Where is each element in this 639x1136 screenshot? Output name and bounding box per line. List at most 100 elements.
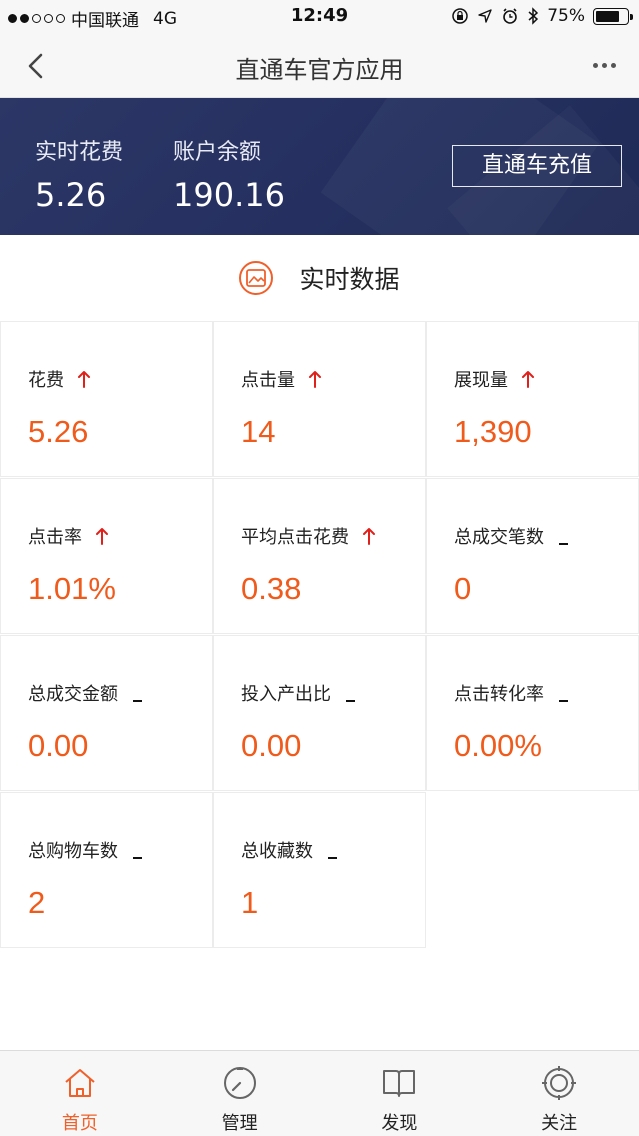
book-icon	[383, 1070, 416, 1097]
metric-label-row: 总购物车数	[28, 837, 146, 863]
metric-label-row: 展现量	[454, 366, 536, 392]
home-icon	[65, 1069, 95, 1097]
metric-cell[interactable]: 总成交笔数 0	[426, 478, 639, 634]
trend-up-arrow-icon	[309, 371, 321, 388]
status-left: 中国联通 4G	[8, 6, 177, 31]
recharge-button[interactable]: 直通车充值	[452, 145, 622, 187]
realtime-cost-value: 5.26	[35, 176, 107, 214]
chart-image-icon	[239, 261, 274, 295]
target-icon	[542, 1066, 577, 1100]
trend-flat-icon	[328, 857, 337, 859]
metric-value: 0.38	[241, 571, 302, 606]
more-button[interactable]	[587, 48, 621, 82]
more-dot-icon	[601, 62, 607, 68]
tab-discover[interactable]: 发现	[320, 1051, 480, 1136]
more-dot-icon	[592, 62, 598, 68]
trend-up-arrow-icon	[363, 528, 375, 545]
metric-label-row: 点击率	[28, 523, 110, 549]
signal-strength-icon	[8, 14, 65, 23]
metric-label-row: 总成交笔数	[454, 523, 572, 549]
alarm-icon	[503, 8, 518, 24]
tab-label: 首页	[61, 1113, 98, 1134]
metric-cell[interactable]: 展现量 1,390	[426, 321, 639, 477]
metric-label: 花费	[28, 370, 64, 391]
metric-label-row: 点击转化率	[454, 680, 572, 706]
metric-value: 2	[28, 885, 46, 920]
metric-label-row: 总收藏数	[241, 837, 341, 863]
metric-label: 平均点击花费	[241, 527, 349, 548]
page-title: 直通车官方应用	[235, 56, 404, 84]
tab-label: 发现	[381, 1113, 418, 1134]
metric-label-row: 总成交金额	[28, 680, 146, 706]
metric-value: 5.26	[28, 414, 89, 449]
metric-label: 总购物车数	[28, 841, 118, 862]
carrier-name: 中国联通	[71, 11, 139, 31]
balance-stat: 账户余额 190.16	[173, 134, 285, 214]
trend-flat-icon	[133, 857, 142, 859]
tab-manage[interactable]: 管理	[160, 1051, 320, 1136]
metric-cell[interactable]: 点击率 1.01%	[0, 478, 213, 634]
tab-follow[interactable]: 关注	[479, 1051, 639, 1136]
metric-label: 投入产出比	[241, 684, 331, 705]
network-type: 4G	[153, 8, 177, 29]
trend-up-arrow-icon	[522, 371, 534, 388]
realtime-cost-stat: 实时花费 5.26	[35, 134, 123, 214]
trend-flat-icon	[559, 543, 568, 545]
tab-bar: 首页 管理 发现 关注	[0, 1050, 639, 1136]
trend-flat-icon	[559, 700, 568, 702]
tab-home[interactable]: 首页	[0, 1051, 160, 1136]
chevron-left-icon	[28, 53, 43, 79]
metric-cell[interactable]: 总收藏数 1	[213, 792, 426, 948]
metric-label: 总收藏数	[241, 841, 313, 862]
metric-value: 1,390	[454, 414, 532, 449]
metric-cell[interactable]: 平均点击花费 0.38	[213, 478, 426, 634]
metric-cell[interactable]: 总成交金额 0.00	[0, 635, 213, 791]
battery-percent: 75%	[547, 6, 585, 26]
metric-value: 0.00	[241, 728, 302, 763]
metric-value: 1	[241, 885, 259, 920]
metric-value: 14	[241, 414, 276, 449]
trend-flat-icon	[133, 700, 142, 702]
tab-label: 管理	[221, 1113, 258, 1134]
metric-label: 展现量	[454, 370, 508, 391]
navigation-bar: 直通车官方应用	[0, 34, 639, 98]
status-right: 75%	[451, 6, 633, 26]
metric-cell[interactable]: 花费 5.26	[0, 321, 213, 477]
trend-up-arrow-icon	[78, 371, 90, 388]
metric-cell[interactable]: 总购物车数 2	[0, 792, 213, 948]
account-banner: 实时花费 5.26 账户余额 190.16 直通车充值	[0, 98, 639, 235]
section-header: 实时数据	[0, 235, 639, 321]
metric-cell[interactable]: 点击量 14	[213, 321, 426, 477]
trend-flat-icon	[346, 700, 355, 702]
balance-label: 账户余额	[173, 140, 262, 165]
metric-cell[interactable]: 点击转化率 0.00%	[426, 635, 639, 791]
metric-label: 总成交笔数	[454, 527, 544, 548]
metric-value: 0.00	[28, 728, 89, 763]
metric-value: 0	[454, 571, 472, 606]
location-arrow-icon	[478, 9, 492, 23]
metric-label: 点击率	[28, 527, 82, 548]
metric-label: 总成交金额	[28, 684, 118, 705]
metric-label-row: 投入产出比	[241, 680, 359, 706]
balance-value: 190.16	[173, 176, 285, 214]
back-button[interactable]	[20, 50, 52, 82]
metric-label: 点击转化率	[454, 684, 544, 705]
metric-value: 1.01%	[28, 571, 116, 606]
metric-label-row: 平均点击花费	[241, 523, 377, 549]
orientation-lock-icon	[452, 8, 468, 24]
metric-label-row: 花费	[28, 366, 92, 392]
metric-label-row: 点击量	[241, 366, 323, 392]
metric-cell[interactable]: 投入产出比 0.00	[213, 635, 426, 791]
dial-icon	[223, 1067, 256, 1099]
more-dot-icon	[610, 62, 616, 68]
metric-label: 点击量	[241, 370, 295, 391]
section-title: 实时数据	[299, 265, 400, 294]
metric-value: 0.00%	[454, 728, 542, 763]
status-time: 12:49	[290, 5, 349, 26]
realtime-cost-label: 实时花费	[35, 140, 124, 165]
battery-icon	[593, 7, 633, 25]
bluetooth-icon	[528, 7, 539, 25]
tab-label: 关注	[541, 1113, 578, 1134]
status-bar: 中国联通 4G 12:49 75%	[0, 0, 639, 34]
trend-up-arrow-icon	[96, 528, 108, 545]
